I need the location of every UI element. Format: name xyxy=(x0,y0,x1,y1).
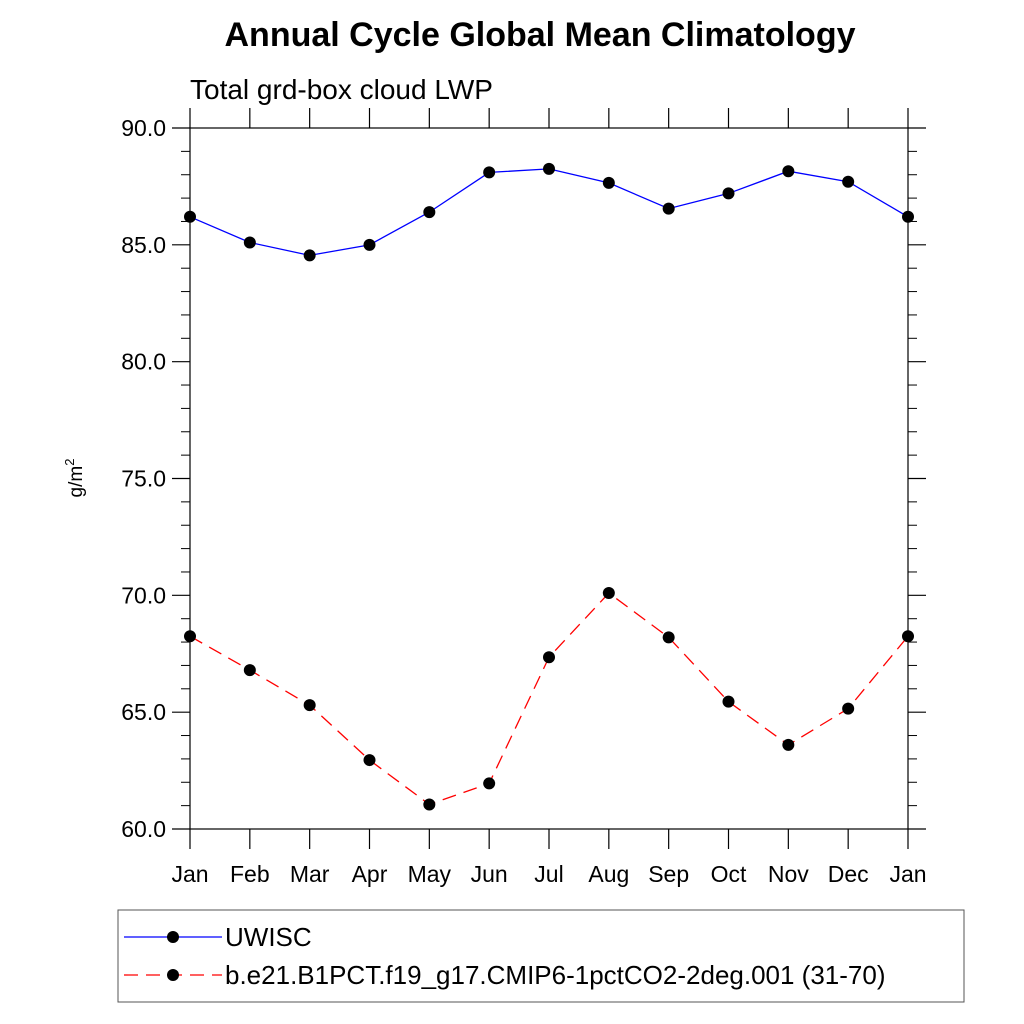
data-point xyxy=(423,798,436,811)
data-point xyxy=(662,631,675,644)
legend-marker xyxy=(167,931,179,943)
x-tick-label: Oct xyxy=(711,861,747,887)
x-tick-label: Jan xyxy=(889,861,926,887)
legend: UWISC b.e21.B1PCT.f19_g17.CMIP6-1pctCO2-2… xyxy=(117,909,965,1003)
y-tick-label: 80.0 xyxy=(121,349,166,375)
data-point xyxy=(543,651,555,664)
legend-label: UWISC xyxy=(225,922,312,952)
chart-subtitle: Total grd-box cloud LWP xyxy=(190,74,493,105)
y-tick-label: 90.0 xyxy=(121,115,166,141)
data-point xyxy=(303,699,316,712)
x-tick-label: Jul xyxy=(534,861,563,887)
data-point xyxy=(602,176,615,189)
y-axis-label: g/m2 xyxy=(62,459,87,498)
y-tick-label: 85.0 xyxy=(121,232,166,258)
series-1 xyxy=(184,162,914,262)
legend-box xyxy=(117,909,965,1003)
x-tick-label: May xyxy=(408,861,452,887)
x-tick-label: Sep xyxy=(648,861,689,887)
data-point xyxy=(363,238,376,251)
series-line xyxy=(189,592,909,806)
data-point xyxy=(722,695,735,708)
plot-frame xyxy=(189,127,909,830)
x-tick-label: Apr xyxy=(352,861,388,887)
y-tick-label: 75.0 xyxy=(121,466,166,492)
axes: 60.0 65.0 70.0 75.0 80.0 85.0 90.0 Jan Feb Mar Apr… xyxy=(121,108,927,887)
series-line xyxy=(189,168,909,257)
y-tick-label: 70.0 xyxy=(121,582,166,608)
data-point xyxy=(483,777,496,790)
data-point xyxy=(243,664,256,677)
data-point xyxy=(842,175,855,188)
series-2 xyxy=(184,586,914,811)
x-tick-label: Nov xyxy=(768,861,809,887)
data-point xyxy=(662,202,675,215)
chart-title: Annual Cycle Global Mean Climatology xyxy=(225,16,856,54)
data-point xyxy=(722,187,735,200)
series-layer xyxy=(184,162,914,811)
data-point xyxy=(303,249,316,262)
x-tick-label: Mar xyxy=(290,861,330,887)
data-point xyxy=(483,166,496,179)
data-point xyxy=(602,586,615,599)
x-tick-label: Dec xyxy=(828,861,869,887)
data-point xyxy=(363,754,376,767)
y-tick-label: 60.0 xyxy=(121,816,166,842)
data-point xyxy=(782,165,795,178)
x-tick-label: Feb xyxy=(230,861,270,887)
x-tick-label: Aug xyxy=(588,861,629,887)
x-tick-label: Jun xyxy=(471,861,508,887)
data-point xyxy=(842,702,855,715)
y-axis-label-superscript: 2 xyxy=(62,459,77,466)
data-point xyxy=(423,206,436,219)
legend-marker xyxy=(167,969,179,981)
legend-label: b.e21.B1PCT.f19_g17.CMIP6-1pctCO2-2deg.0… xyxy=(225,960,886,990)
x-tick-label: Jan xyxy=(171,861,208,887)
y-axis-label-text: g/m xyxy=(66,466,87,498)
y-tick-label: 65.0 xyxy=(121,699,166,725)
data-point xyxy=(243,236,256,249)
data-point xyxy=(543,162,555,175)
data-point xyxy=(782,738,795,751)
